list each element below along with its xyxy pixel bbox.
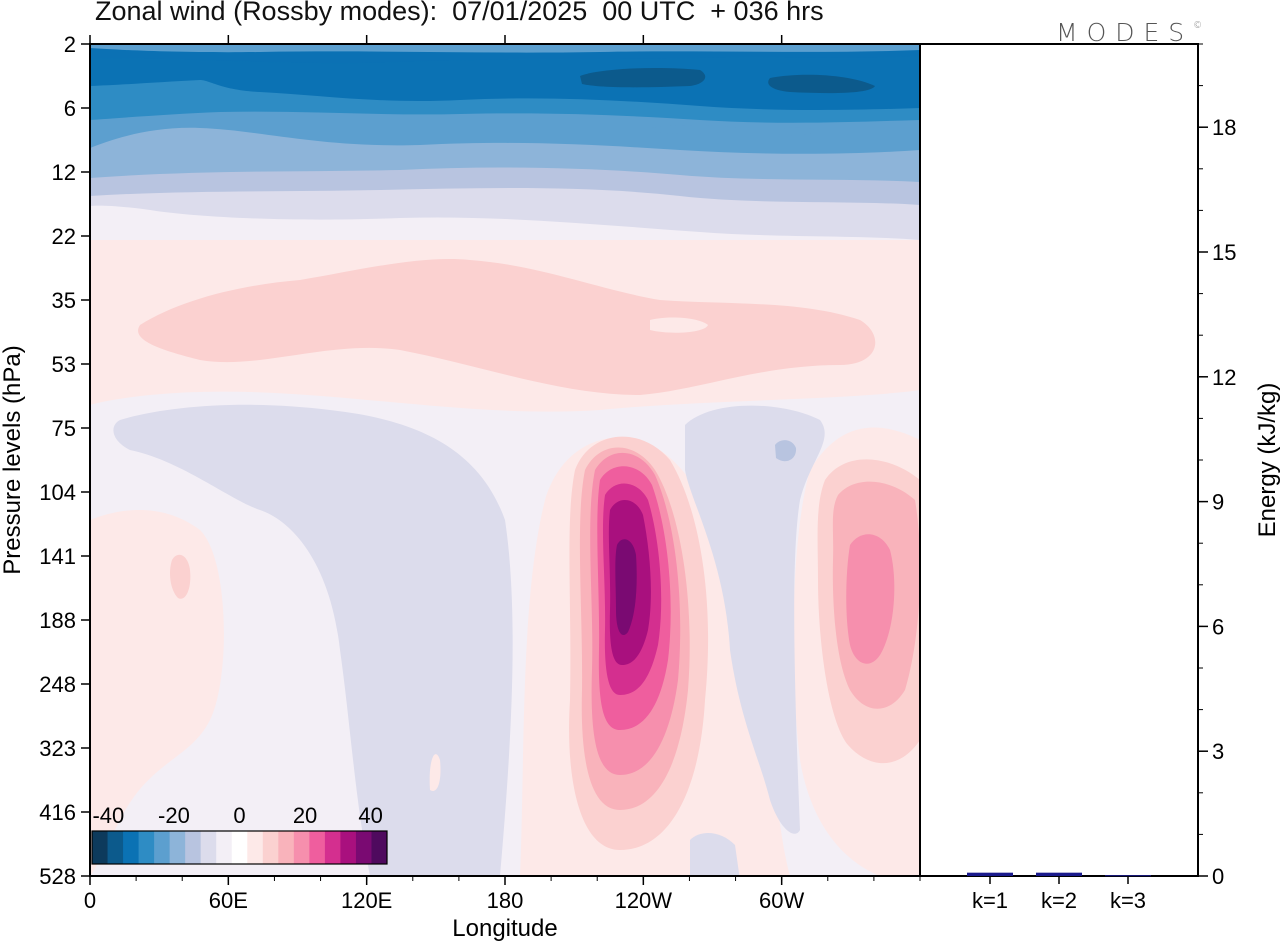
contour-easterly-east <box>685 405 825 834</box>
colorbar-swatch <box>185 831 202 864</box>
contour-jet2-30 <box>846 534 895 664</box>
contour-westerly-layer <box>138 259 876 395</box>
colorbar-swatch <box>169 831 186 864</box>
colorbar-swatch <box>278 831 295 864</box>
energy-axis-label: Energy (kJ/kg) <box>1254 383 1280 538</box>
x-tick-label: 120W <box>615 888 673 913</box>
contour-easterly-west <box>113 404 513 876</box>
energy-tick-label: 15 <box>1212 240 1236 265</box>
y-tick-label: 2 <box>64 32 76 57</box>
x-axis-label: Longitude <box>452 915 557 942</box>
energy-bar <box>1036 872 1082 876</box>
y-tick-label: 35 <box>52 288 76 313</box>
colorbar-swatch <box>138 831 155 864</box>
colorbar-swatch <box>107 831 124 864</box>
colorbar-swatch <box>247 831 264 864</box>
contour-streak-1 <box>650 125 738 134</box>
energy-axis: 0 3 6 9 12 15 18 <box>1198 43 1236 889</box>
y-tick-label: 248 <box>39 672 76 697</box>
energy-panel-frame <box>919 43 1199 877</box>
contour-west-spot <box>170 554 191 599</box>
y-tick-label: 416 <box>39 800 76 825</box>
contour-west-lowlevel <box>90 510 224 876</box>
energy-tick-label: 6 <box>1212 614 1224 639</box>
y-tick-label: 53 <box>52 352 76 377</box>
colorbar-swatch <box>262 831 279 864</box>
energy-bars <box>967 872 1151 877</box>
y-tick-label: 141 <box>39 544 76 569</box>
contour-west-streak <box>429 754 441 791</box>
colorbar-tick-label: 0 <box>233 803 245 828</box>
energy-bar <box>967 872 1013 876</box>
colorbar-ticks: -40 -20 0 20 40 <box>92 803 382 828</box>
y-tick-label: 528 <box>39 864 76 889</box>
colorbar-tick-label: -20 <box>158 803 190 828</box>
y-tick-label: 75 <box>52 416 76 441</box>
colorbar-swatch <box>293 831 310 864</box>
colorbar-swatch <box>324 831 341 864</box>
y-axis-label: Pressure levels (hPa) <box>0 345 26 574</box>
contour-gap <box>650 317 708 333</box>
colorbar-tick-label: -40 <box>92 803 124 828</box>
contour-core-2 <box>768 74 875 94</box>
x-tick-label: 120E <box>341 888 392 913</box>
zonal-wind-contour-field <box>90 44 920 876</box>
colorbar-swatch <box>216 831 233 864</box>
colorbar-swatch <box>340 831 357 864</box>
energy-tick-label: 9 <box>1212 490 1224 515</box>
colorbar-swatch <box>123 831 140 864</box>
colorbar-frame <box>91 830 388 865</box>
contour-band-top <box>90 44 920 53</box>
x-tick-label: 180 <box>487 888 524 913</box>
x-axis: 0 60E 120E 180 120W 60W <box>84 35 921 913</box>
energy-tick-label: 12 <box>1212 365 1236 390</box>
chart-title: Zonal wind (Rossby modes): 07/01/2025 00… <box>95 0 824 26</box>
x-tick-label: 60W <box>759 888 804 913</box>
y-axis: 2 6 12 22 35 53 75 104 141 188 248 323 416 528 <box>39 32 90 889</box>
colorbar-swatch <box>371 831 388 864</box>
colorbar-swatch <box>92 831 109 864</box>
colorbar-swatch <box>200 831 217 864</box>
y-tick-label: 188 <box>39 608 76 633</box>
energy-bar <box>1105 875 1151 877</box>
energy-tick-label: 3 <box>1212 739 1224 764</box>
contour-easterly-spot <box>775 440 797 462</box>
colorbar-swatch <box>355 831 372 864</box>
y-tick-label: 104 <box>39 480 76 505</box>
x-tick-label: 60E <box>209 888 248 913</box>
contour-easterly-mid <box>690 833 740 876</box>
energy-cat-label: k=2 <box>1041 888 1077 913</box>
colorbar-tick-label: 20 <box>293 803 317 828</box>
contour-core-1 <box>580 68 706 88</box>
x-tick-label: 0 <box>84 888 96 913</box>
energy-categories: k=1 k=2 k=3 <box>972 876 1146 913</box>
colorbar <box>91 830 388 865</box>
colorbar-swatch <box>309 831 326 864</box>
energy-tick-label: 0 <box>1212 864 1224 889</box>
contour-jet-max <box>615 539 637 636</box>
contour-streak-2 <box>778 127 815 136</box>
colorbar-tick-label: 40 <box>358 803 382 828</box>
colorbar-swatch <box>231 831 248 864</box>
energy-tick-label: 18 <box>1212 115 1236 140</box>
y-tick-label: 22 <box>52 224 76 249</box>
y-tick-label: 12 <box>52 160 76 185</box>
modes-logo: MODES© <box>1056 18 1203 47</box>
colorbar-swatch <box>154 831 171 864</box>
y-tick-label: 6 <box>64 96 76 121</box>
energy-cat-label: k=1 <box>972 888 1008 913</box>
y-tick-label: 323 <box>39 736 76 761</box>
energy-cat-label: k=3 <box>1110 888 1146 913</box>
